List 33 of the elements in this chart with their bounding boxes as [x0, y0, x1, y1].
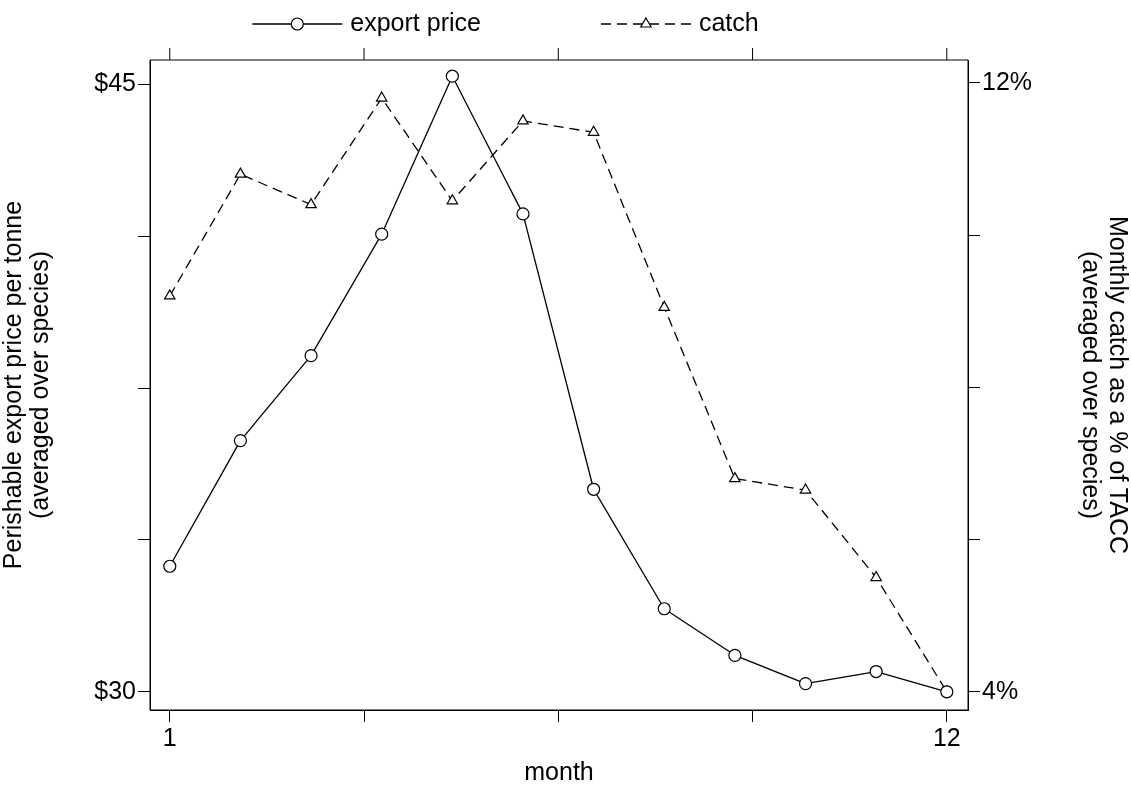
point — [163, 289, 176, 300]
x-tick-label: 1 — [162, 722, 177, 751]
point — [163, 559, 177, 573]
point — [587, 125, 600, 136]
point — [304, 349, 318, 363]
point — [728, 648, 742, 662]
point — [869, 664, 883, 679]
point — [799, 483, 812, 494]
y2-tick-label: 4% — [982, 675, 1019, 704]
y-tick-label: $45 — [94, 68, 136, 97]
legend-label: catch — [698, 7, 759, 36]
point — [233, 434, 248, 448]
x-axis-title: month — [524, 757, 594, 786]
point — [375, 91, 388, 102]
point — [305, 198, 317, 209]
point — [517, 114, 529, 125]
point — [657, 602, 671, 616]
y-tick-label: $30 — [94, 675, 136, 704]
legend-label: export price — [350, 7, 481, 36]
point — [446, 194, 459, 205]
y-axis-title: Perishable export price per tonne (averaged over species) — [0, 200, 54, 570]
point — [658, 300, 671, 311]
y2-axis-title: Monthly catch as a % of TACC (averaged over species) — [1077, 215, 1131, 555]
point — [375, 227, 389, 241]
point — [516, 207, 530, 221]
point — [234, 167, 247, 178]
y2-tick-label: 12% — [982, 66, 1033, 95]
point — [798, 677, 813, 691]
point — [729, 472, 741, 483]
x-tick-label: 12 — [932, 722, 961, 751]
point — [445, 69, 459, 83]
point — [587, 482, 601, 496]
point — [870, 570, 882, 582]
